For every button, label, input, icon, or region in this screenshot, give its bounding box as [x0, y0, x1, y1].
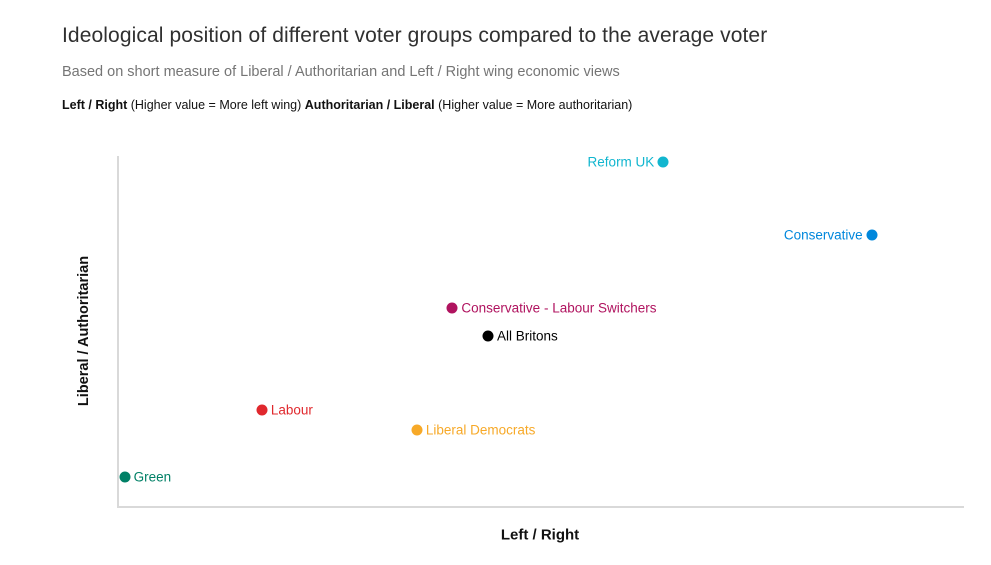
- axis-note-x-term: Left / Right: [62, 98, 128, 112]
- axis-note-x-explanation: (Higher value = More left wing): [127, 98, 305, 112]
- axis-note-y-term: Authoritarian / Liberal: [304, 98, 435, 112]
- axis-note: Left / Right (Higher value = More left w…: [62, 98, 632, 112]
- point-label-green: Green: [133, 469, 172, 485]
- point-dot-green: [119, 471, 131, 483]
- point-dot-conservative-labour-switchers: [446, 302, 458, 314]
- point-label-liberal-democrats: Liberal Democrats: [425, 422, 536, 438]
- axis-note-y-explanation: (Higher value = More authoritarian): [434, 98, 633, 112]
- page-title: Ideological position of different voter …: [62, 24, 768, 47]
- point-dot-all-britons: [482, 330, 494, 342]
- point-dot-conservative: [866, 229, 878, 241]
- point-label-all-britons: All Britons: [496, 328, 558, 344]
- plot-area: Reform UK Conservative Conservative - Labo…: [117, 154, 964, 508]
- point-dot-labour: [256, 404, 268, 416]
- point-dot-reform-uk: [657, 156, 669, 168]
- y-axis-line: [117, 156, 119, 507]
- x-axis-label: Left / Right: [500, 526, 580, 544]
- point-label-labour: Labour: [270, 402, 313, 418]
- point-label-conservative-labour-switchers: Conservative - Labour Switchers: [461, 299, 657, 315]
- x-axis-line: [117, 506, 964, 508]
- point-dot-liberal-democrats: [411, 424, 423, 436]
- point-label-conservative: Conservative: [783, 226, 863, 242]
- page-subtitle: Based on short measure of Liberal / Auth…: [62, 64, 620, 80]
- y-axis-label: Liberal / Authoritarian: [76, 255, 92, 407]
- point-label-reform-uk: Reform UK: [587, 154, 655, 170]
